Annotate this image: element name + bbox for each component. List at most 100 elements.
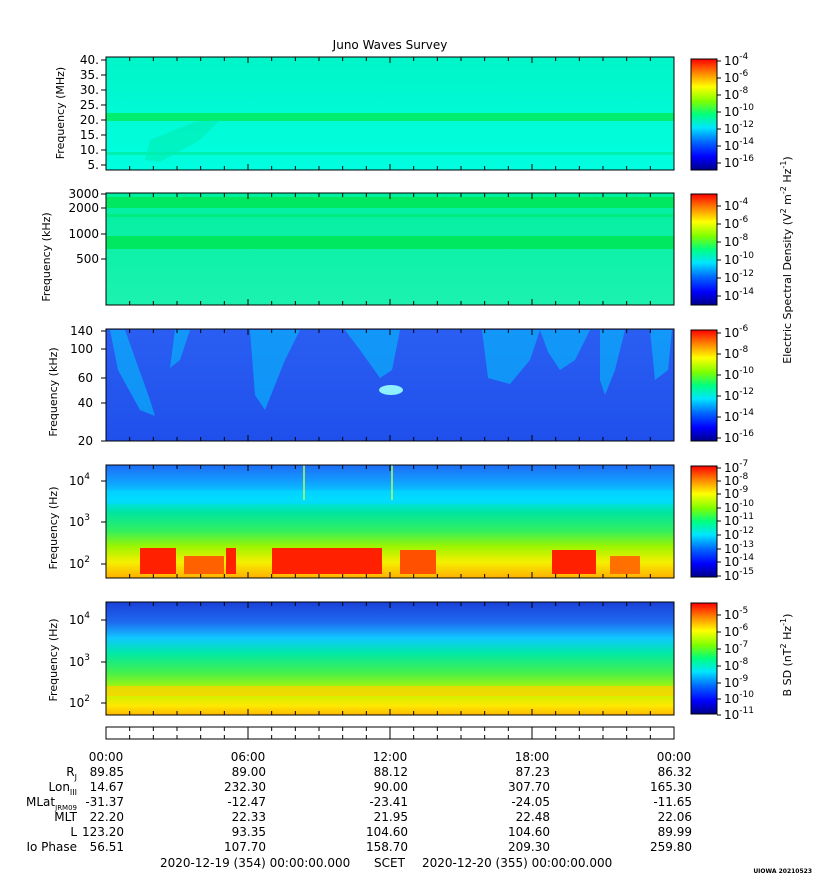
svg-text:10-5: 10-5 <box>724 606 748 622</box>
eph-value: 56.51 <box>90 840 124 854</box>
figure-title: Juno Waves Survey <box>332 38 448 52</box>
svg-text:10-7: 10-7 <box>724 459 748 475</box>
svg-text:102: 102 <box>69 694 90 710</box>
eph-value: 22.48 <box>516 810 550 824</box>
p3-cb-tick: 10-6 <box>717 324 749 340</box>
p1-colorbar-scale <box>690 58 718 171</box>
svg-text:103: 103 <box>69 653 90 669</box>
p2-cb-tick: 10-12 <box>717 269 754 285</box>
p5-cb-exp: -5 <box>739 606 748 616</box>
p1-cb-tick: 10-16 <box>717 154 754 170</box>
p3-ytick-label: 100 <box>70 342 93 356</box>
p1-cb-exp: -16 <box>739 154 754 164</box>
p5-ytick-base: 10 <box>69 613 84 627</box>
p4-ytick: 102 <box>69 555 106 571</box>
p2-cb-exp: -4 <box>739 197 748 207</box>
p3-bright-spot <box>379 385 403 395</box>
p1-ytick: 10. <box>80 143 106 157</box>
p1-cb-base: 10 <box>724 156 739 170</box>
p3-cb-base: 10 <box>724 389 739 403</box>
p5-cb-base: 10 <box>724 659 739 673</box>
p2-cb-tick: 10-8 <box>717 233 749 249</box>
svg-text:MLatJRM09: MLatJRM09 <box>26 795 77 812</box>
p5-ytick-exp: 3 <box>84 653 90 663</box>
eph-value: 123.20 <box>82 825 124 839</box>
eph-value: -24.05 <box>511 795 550 809</box>
p2-ytick: 3000 <box>68 187 106 201</box>
p5-cb-exp: -6 <box>739 623 748 633</box>
eph-label: Io Phase <box>26 840 77 854</box>
p2-cb-tick: 10-6 <box>717 215 749 231</box>
p1-ytick: 35. <box>80 68 106 82</box>
p2-cb-exp: -8 <box>739 233 748 243</box>
p3-burst <box>600 330 625 395</box>
p2-colorbar-scale <box>690 193 718 306</box>
svg-text:10-6: 10-6 <box>724 324 749 340</box>
p5-colorbar-scale <box>690 602 718 715</box>
panel-5-yaxis: Frequency (Hz) 104 103 102 <box>47 611 106 710</box>
p4-cb-base: 10 <box>724 542 739 556</box>
p5-cb-tick: 10-5 <box>717 606 748 622</box>
svg-text:10-11: 10-11 <box>724 706 754 722</box>
eph-value: 22.33 <box>232 810 266 824</box>
p5-band <box>106 686 674 696</box>
eph-value: -11.65 <box>653 795 692 809</box>
p1-cb-tick: 10-14 <box>717 137 754 153</box>
p3-cb-exp: -10 <box>739 366 754 376</box>
panel-5-colorbar: 10-5 10-6 10-7 10-8 10-9 10-10 10-11 <box>690 602 754 722</box>
p4-cb-base: 10 <box>724 528 739 542</box>
p5-ytick: 103 <box>69 653 106 669</box>
p2-band-1000 <box>106 236 674 249</box>
p3-cb-exp: -16 <box>739 429 754 439</box>
eph-label: MLT <box>54 810 77 824</box>
p3-burst <box>170 330 190 368</box>
eph-row: LonIII 14.67 232.30 90.00 307.70 165.30 <box>49 780 693 797</box>
footer-scet: SCET <box>374 856 406 870</box>
svg-text:103: 103 <box>69 513 90 529</box>
p4-cb-tick: 10-9 <box>717 485 749 501</box>
p5-cb-exp: -11 <box>739 706 754 716</box>
p1-ytick-label: 20. <box>80 113 99 127</box>
p4-cb-base: 10 <box>724 487 739 501</box>
svg-text:10-10: 10-10 <box>724 251 754 267</box>
p1-cb-base: 10 <box>724 105 739 119</box>
p2-cb-base: 10 <box>724 217 739 231</box>
p1-band-20mhz <box>106 113 674 121</box>
eph-value: 14.67 <box>90 780 124 794</box>
p1-ytick: 40. <box>80 53 106 67</box>
eph-value: 158.70 <box>366 840 408 854</box>
svg-text:10-12: 10-12 <box>724 120 754 136</box>
eph-value: 87.23 <box>516 765 550 779</box>
time-label: 12:00 <box>373 750 408 764</box>
svg-text:10-14: 10-14 <box>724 408 754 424</box>
eph-value: 209.30 <box>508 840 550 854</box>
p1-ytick: 15. <box>80 128 106 142</box>
p5-cb-base: 10 <box>724 608 739 622</box>
p5-cb-base: 10 <box>724 692 739 706</box>
p3-ytick-label: 140 <box>70 324 93 338</box>
svg-text:10-9: 10-9 <box>724 485 749 501</box>
p5-ytick-exp: 2 <box>84 694 90 704</box>
time-axis-labels: 00:00 06:00 12:00 18:00 00:00 <box>89 750 692 764</box>
panel-1-heatmap <box>105 56 675 171</box>
p2-ytick-label: 1000 <box>68 227 99 241</box>
svg-text:10-8: 10-8 <box>724 86 749 102</box>
p5-ytick: 102 <box>69 694 106 710</box>
p1-cb-tick: 10-8 <box>717 86 749 102</box>
p3-ytick: 20 <box>78 434 106 448</box>
p2-ytick-label: 500 <box>76 252 99 266</box>
eph-sub: III <box>70 788 77 797</box>
eph-value: 93.35 <box>232 825 266 839</box>
p5-cb-base: 10 <box>724 625 739 639</box>
p2-cb-exp: -6 <box>739 215 748 225</box>
p1-cb-exp: -4 <box>739 52 748 62</box>
eph-value: 89.99 <box>658 825 692 839</box>
p4-cb-exp: -7 <box>739 459 748 469</box>
footer-start: 2020-12-19 (354) 00:00:00.000 <box>160 856 350 870</box>
svg-text:10-4: 10-4 <box>724 52 749 68</box>
eph-sub: JRM09 <box>54 804 77 812</box>
eph-label: Lon <box>49 780 70 794</box>
electric-colorbar-label: Electric Spectral Density (V2 m-2 Hz-1) <box>779 156 794 363</box>
p1-cb-base: 10 <box>724 122 739 136</box>
